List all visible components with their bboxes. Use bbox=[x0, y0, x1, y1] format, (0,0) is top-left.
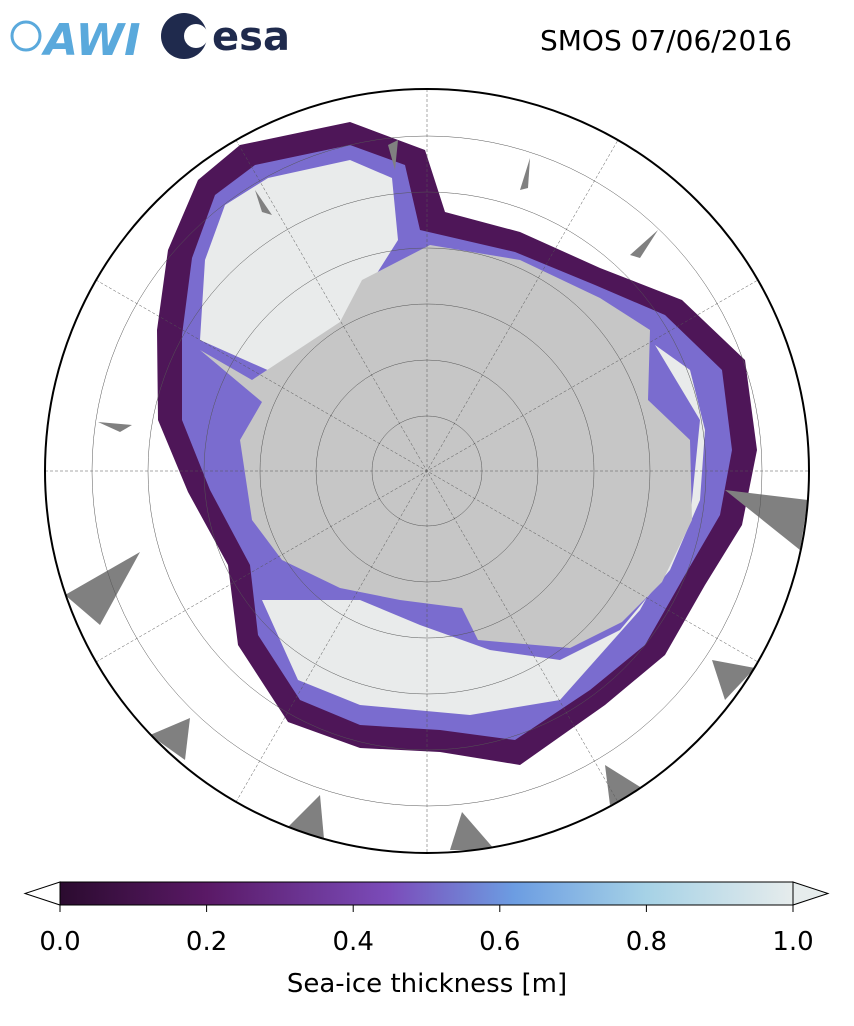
esa-logo: esa bbox=[161, 13, 290, 60]
esa-logo-text: esa bbox=[212, 14, 290, 60]
colorbar-bar bbox=[59, 881, 794, 906]
antarctica bbox=[200, 245, 692, 648]
colorbar-tick-label: 0.0 bbox=[39, 927, 80, 957]
colorbar-tick-label: 0.8 bbox=[626, 927, 667, 957]
colorbar-label: Sea-ice thickness [m] bbox=[287, 969, 567, 999]
title: SMOS 07/06/2016 bbox=[540, 24, 792, 57]
land bbox=[65, 140, 808, 850]
colorbar-tick-label: 0.6 bbox=[479, 927, 520, 957]
colorbar-tick-label: 0.2 bbox=[186, 927, 227, 957]
colorbar-tick-label: 0.4 bbox=[333, 927, 374, 957]
map bbox=[45, 89, 809, 853]
graticule bbox=[45, 89, 809, 853]
colorbar bbox=[23, 881, 830, 906]
map-border bbox=[44, 88, 810, 854]
sea-ice-thick bbox=[200, 160, 705, 715]
colorbar-tick-label: 1.0 bbox=[772, 927, 813, 957]
colorbar-over bbox=[792, 881, 830, 906]
colorbar-under bbox=[23, 881, 61, 906]
awi-logo-text: AWI bbox=[41, 15, 141, 66]
awi-logo: AWI bbox=[10, 15, 141, 66]
